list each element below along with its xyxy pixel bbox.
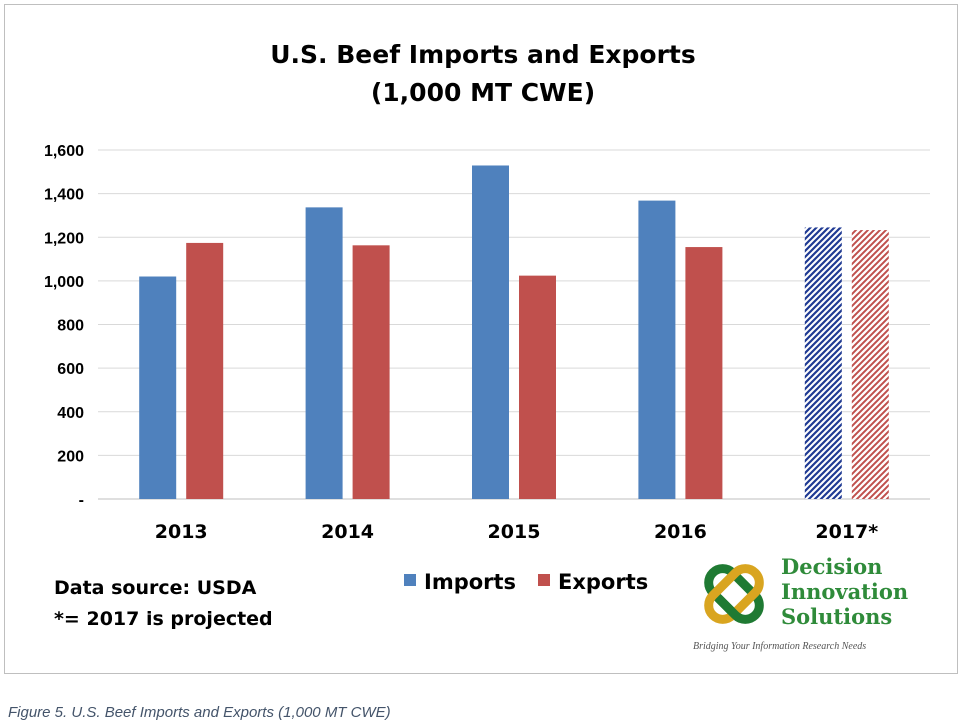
- y-tick-label: 200: [57, 448, 84, 465]
- projection-note: *= 2017 is projected: [54, 608, 273, 630]
- y-tick-label: 600: [57, 361, 84, 378]
- knot-logo-icon: [704, 564, 764, 624]
- bar-imports-2014: [305, 207, 343, 499]
- figure-caption: Figure 5. U.S. Beef Imports and Exports …: [8, 704, 391, 721]
- chart-title: U.S. Beef Imports and Exports: [270, 40, 696, 69]
- x-category-label: 2016: [654, 521, 707, 543]
- x-category-label: 2014: [321, 521, 374, 543]
- legend-swatch-exports: [538, 574, 550, 586]
- legend: Imports Exports: [404, 570, 648, 594]
- company-logo: Decision Innovation Solutions Bridging Y…: [693, 554, 908, 652]
- logo-line-1: Decision: [781, 554, 882, 579]
- y-tick-label: 1,000: [44, 274, 84, 291]
- logo-line-3: Solutions: [781, 604, 892, 629]
- bar-exports-2016: [685, 247, 723, 499]
- y-tick-label: 400: [57, 405, 84, 422]
- x-category-label: 2013: [155, 521, 208, 543]
- legend-swatch-imports: [404, 574, 416, 586]
- x-axis-categories: 2013 2014 2015 2016 2017*: [155, 521, 879, 543]
- y-tick-label: 1,600: [44, 143, 84, 160]
- legend-label-imports: Imports: [424, 570, 516, 594]
- bars: [139, 165, 889, 500]
- gridlines: [98, 149, 930, 500]
- bar-imports-2016: [638, 200, 676, 500]
- x-category-label: 2017*: [815, 521, 878, 543]
- logo-line-2: Innovation: [781, 579, 908, 604]
- bar-imports-2013: [139, 276, 177, 499]
- chart-subtitle: (1,000 MT CWE): [371, 78, 595, 107]
- y-tick-label: 1,400: [44, 187, 84, 204]
- bar-exports-2013: [186, 242, 224, 499]
- y-tick-label: 800: [57, 318, 84, 335]
- y-tick-label: 1,200: [44, 230, 84, 247]
- bar-imports-2017: [804, 227, 842, 499]
- y-tick-label: -: [79, 492, 84, 509]
- y-axis-ticks: - 200 400 600 800 1,000 1,200 1,400 1,600: [44, 143, 84, 509]
- data-source-note: Data source: USDA: [54, 577, 257, 599]
- bar-exports-2017: [851, 230, 889, 499]
- bar-imports-2015: [472, 165, 509, 499]
- x-category-label: 2015: [488, 521, 541, 543]
- logo-tagline: Bridging Your Information Research Needs: [693, 641, 866, 652]
- legend-label-exports: Exports: [558, 570, 648, 594]
- bar-exports-2015: [519, 275, 556, 499]
- bar-exports-2014: [352, 245, 390, 499]
- bar-chart: U.S. Beef Imports and Exports (1,000 MT …: [44, 40, 930, 652]
